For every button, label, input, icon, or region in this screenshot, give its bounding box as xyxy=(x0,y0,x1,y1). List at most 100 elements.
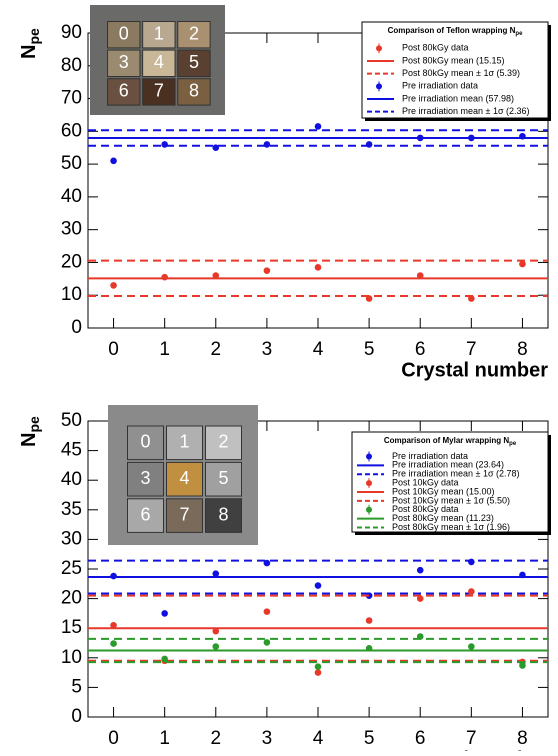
inset-label: 4 xyxy=(154,52,164,72)
data-point xyxy=(417,633,424,640)
x-tick-label: 0 xyxy=(108,339,119,360)
data-point xyxy=(417,272,424,279)
data-point xyxy=(212,643,219,650)
inset-label: 6 xyxy=(119,81,129,101)
x-tick-label: 8 xyxy=(517,728,528,749)
y-tick-label: 5 xyxy=(71,676,82,697)
data-point xyxy=(315,669,322,676)
inset-label: 0 xyxy=(140,432,150,452)
inset-label: 5 xyxy=(189,52,199,72)
inset-label: 6 xyxy=(140,504,150,524)
data-point xyxy=(161,656,168,663)
x-tick-label: 2 xyxy=(210,728,221,749)
data-point xyxy=(110,282,117,289)
data-point xyxy=(264,267,271,274)
x-tick-label: 1 xyxy=(159,728,170,749)
x-tick-label: 5 xyxy=(364,339,375,360)
x-axis-label: Crystal number xyxy=(401,359,548,381)
x-tick-label: 0 xyxy=(108,728,119,749)
inset-label: 4 xyxy=(179,468,189,488)
y-axis-label: Npe xyxy=(18,28,41,59)
y-tick-label: 0 xyxy=(71,317,82,338)
y-tick-label: 70 xyxy=(61,88,82,109)
inset-label: 7 xyxy=(179,504,189,524)
y-tick-label: 10 xyxy=(61,284,82,305)
x-tick-label: 7 xyxy=(466,339,477,360)
legend-title: Comparison of Mylar wrapping Npe xyxy=(384,436,517,446)
data-point xyxy=(366,617,373,624)
y-axis-label-main: N xyxy=(18,433,40,447)
data-point xyxy=(468,559,475,566)
legend-label: Post 80kGy mean ± 1σ (1.96) xyxy=(392,522,510,532)
figure: 0102030405060708090012345678Crystal numb… xyxy=(0,0,558,751)
legend-label: Pre irradiation mean (57.98) xyxy=(402,93,514,103)
y-axis-label-main: N xyxy=(18,45,40,59)
legend-label: Pre irradiation mean ± 1σ (2.36) xyxy=(402,106,530,116)
legend-title-sub: pe xyxy=(515,31,523,37)
inset-label: 8 xyxy=(218,504,228,524)
y-tick-label: 40 xyxy=(61,469,82,490)
x-tick-label: 7 xyxy=(466,728,477,749)
legend-title: Comparison of Teflon wrapping Npe xyxy=(388,26,524,36)
data-point xyxy=(264,608,271,615)
y-tick-label: 15 xyxy=(61,617,82,638)
y-tick-label: 50 xyxy=(61,410,82,431)
inset-label: 1 xyxy=(179,432,189,452)
x-tick-label: 5 xyxy=(364,728,375,749)
data-point xyxy=(519,133,526,140)
x-tick-label: 3 xyxy=(262,339,273,360)
legend-label: Post 80kGy mean ± 1σ (5.39) xyxy=(402,68,520,78)
x-tick-label: 3 xyxy=(262,728,273,749)
data-point xyxy=(161,274,168,281)
data-point xyxy=(519,662,526,669)
y-axis-label-sub: pe xyxy=(26,28,42,45)
inset-label: 2 xyxy=(189,23,199,43)
x-tick-label: 4 xyxy=(313,728,324,749)
inset-label: 7 xyxy=(154,81,164,101)
data-point xyxy=(212,628,219,635)
y-tick-label: 25 xyxy=(61,558,82,579)
y-tick-label: 20 xyxy=(61,251,82,272)
x-tick-label: 2 xyxy=(210,339,221,360)
data-point xyxy=(315,663,322,670)
data-point xyxy=(366,141,373,148)
inset-label: 3 xyxy=(140,468,150,488)
data-point xyxy=(468,295,475,302)
data-point xyxy=(161,610,168,617)
x-tick-label: 4 xyxy=(313,339,324,360)
data-point xyxy=(417,567,424,574)
data-point xyxy=(417,135,424,142)
legend-title-sub: pe xyxy=(509,441,517,447)
inset-label: 1 xyxy=(154,23,164,43)
y-tick-label: 50 xyxy=(61,153,82,174)
data-point xyxy=(315,264,322,271)
inset-label: 3 xyxy=(119,52,129,72)
legend-title-main: Comparison of Teflon wrapping N xyxy=(388,26,516,35)
data-point xyxy=(315,582,322,589)
legend-label: Pre irradiation data xyxy=(402,81,478,91)
y-tick-label: 30 xyxy=(61,528,82,549)
y-axis-label: Npe xyxy=(18,416,41,447)
inset-label: 5 xyxy=(218,468,228,488)
y-tick-label: 0 xyxy=(71,706,82,727)
data-point xyxy=(264,560,271,567)
data-point xyxy=(468,588,475,595)
data-point xyxy=(212,570,219,577)
inset-label: 2 xyxy=(218,432,228,452)
y-tick-label: 20 xyxy=(61,588,82,609)
data-point xyxy=(110,640,117,647)
data-point xyxy=(110,573,117,580)
legend-label: Post 80kGy mean (15.15) xyxy=(402,55,505,65)
y-tick-label: 10 xyxy=(61,647,82,668)
x-tick-label: 8 xyxy=(517,339,528,360)
data-point xyxy=(110,622,117,629)
legend-title-main: Comparison of Mylar wrapping N xyxy=(384,436,510,445)
data-point xyxy=(110,158,117,165)
y-tick-label: 90 xyxy=(61,22,82,43)
data-point xyxy=(366,645,373,652)
data-point xyxy=(417,595,424,602)
data-point xyxy=(468,643,475,650)
y-tick-label: 40 xyxy=(61,186,82,207)
y-tick-label: 60 xyxy=(61,120,82,141)
y-tick-label: 30 xyxy=(61,219,82,240)
